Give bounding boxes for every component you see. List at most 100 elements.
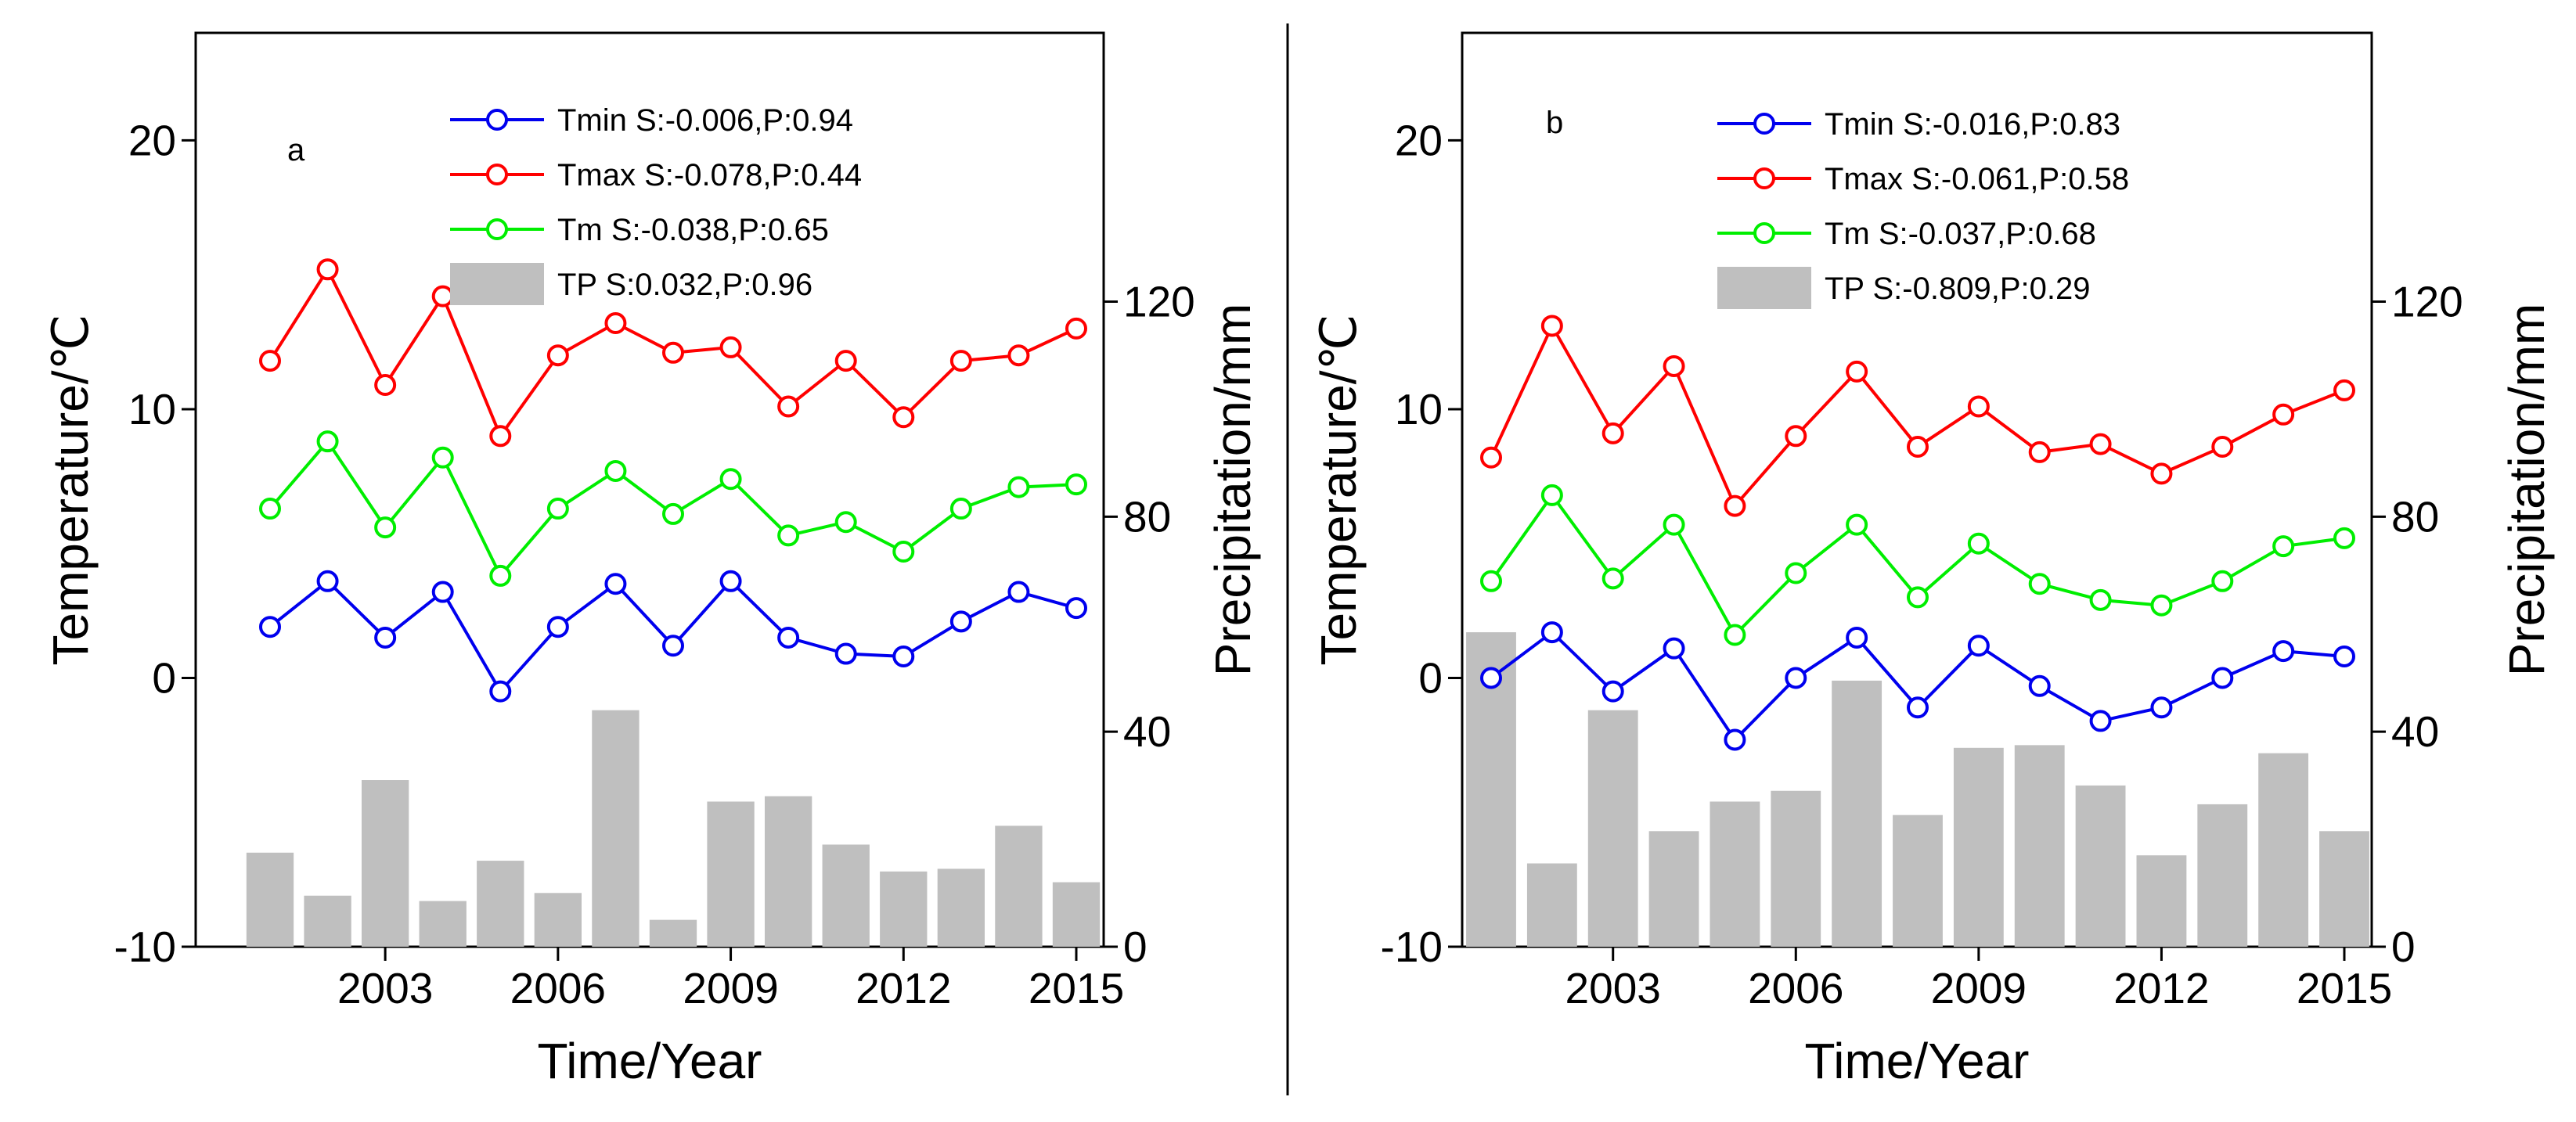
- tmax-point: [949, 350, 972, 372]
- legend-label-tp: TP S:-0.809,P:0.29: [1825, 272, 2090, 306]
- legend: Tmin S:-0.016,P:0.83 Tmax S:-0.061,P:0.58…: [1717, 107, 2129, 309]
- tp-bar: [822, 844, 870, 947]
- y-tick-label-right: 0: [2391, 922, 2416, 971]
- tmin-point: [1967, 635, 1990, 657]
- temperature-lines: [259, 258, 1087, 703]
- tmax-point: [2150, 462, 2173, 485]
- x-tick-label: 2003: [337, 964, 433, 1012]
- tp-bar: [649, 919, 697, 947]
- tm-point: [431, 446, 454, 469]
- tp-bar: [2197, 804, 2248, 947]
- tmin-point: [546, 616, 569, 638]
- tp-bar: [2319, 831, 2369, 947]
- x-tick-label: 2015: [2297, 964, 2392, 1012]
- tmax-point: [1724, 494, 1746, 517]
- tm-point: [2150, 594, 2173, 617]
- precipitation-bars: [1466, 632, 2369, 947]
- y-tick-label-right: 80: [2391, 492, 2439, 541]
- tmax-point: [1601, 422, 1624, 444]
- tmax-point: [1785, 425, 1807, 448]
- x-tick-label: 2012: [2113, 964, 2209, 1012]
- y-axis-title-left: Temperature/℃: [1310, 315, 1367, 666]
- tmin-point: [1846, 626, 1868, 649]
- y-tick-label-right: 40: [2391, 707, 2439, 756]
- y-tick-label-right: 40: [1123, 707, 1171, 756]
- tp-bar: [246, 852, 294, 947]
- legend: Tmin S:-0.006,P:0.94 Tmax S:-0.078,P:0.44…: [450, 103, 862, 305]
- tmin-point: [2089, 710, 2112, 732]
- tm-point: [2333, 527, 2355, 549]
- tm-point: [2089, 588, 2112, 611]
- tp-bar: [1832, 680, 1882, 947]
- tmin-point: [259, 616, 281, 638]
- axis-ticks: -10 0 10 20 0 40 80 120 2003 2006 2009 2012 2015: [114, 116, 1195, 1012]
- panel-b: -10 0 10 20 0 40 80 120 2003 2006 2009 2012 2015 b T…: [1310, 31, 2555, 1089]
- tmin-point: [431, 581, 454, 603]
- tm-point: [1601, 567, 1624, 590]
- tmin-point: [1601, 680, 1624, 703]
- tmin-point: [1480, 667, 1502, 689]
- legend-label-tp: TP S:0.032,P:0.96: [557, 268, 812, 302]
- tm-point: [834, 511, 857, 534]
- legend-label-tmin: Tmin S:-0.006,P:0.94: [557, 103, 853, 138]
- tm-point: [604, 459, 627, 482]
- y-axis-title-right: Precipitation/mm: [2499, 304, 2555, 677]
- tmin-point: [604, 573, 627, 595]
- tm-point: [1007, 476, 1030, 498]
- tmax-point: [1967, 395, 1990, 418]
- tp-bar: [2075, 785, 2126, 947]
- tp-bar: [592, 710, 639, 947]
- tm-point: [546, 498, 569, 520]
- tmax-point: [1540, 315, 1563, 337]
- legend-marker-tm: [486, 218, 508, 240]
- tm-point: [2272, 535, 2295, 558]
- temperature-lines: [1480, 315, 2355, 751]
- tm-point: [259, 498, 281, 520]
- tmin-point: [1724, 728, 1746, 751]
- tmin-point: [834, 642, 857, 665]
- legend-label-tmax: Tmax S:-0.078,P:0.44: [557, 158, 862, 192]
- x-tick-label: 2009: [683, 964, 778, 1012]
- tm-point: [1846, 513, 1868, 536]
- tm-point: [777, 524, 800, 547]
- tmin-point: [1785, 667, 1807, 689]
- tmin-point: [777, 626, 800, 649]
- y-tick-label-left: 20: [128, 116, 176, 164]
- legend-label-tm: Tm S:-0.038,P:0.65: [557, 213, 829, 247]
- tp-bar: [1526, 863, 1577, 947]
- tm-point: [316, 430, 339, 453]
- tmax-point: [316, 258, 339, 281]
- tmax-point: [2272, 403, 2295, 426]
- tmin-point: [1007, 581, 1030, 603]
- y-tick-label-right: 120: [2391, 278, 2463, 326]
- tmax-point: [546, 344, 569, 367]
- panel-label: b: [1546, 106, 1563, 140]
- tp-bar: [304, 895, 351, 947]
- legend-swatch-tp: [1717, 267, 1811, 309]
- legend-label-tm: Tm S:-0.037,P:0.68: [1825, 217, 2096, 251]
- tp-bar: [1953, 747, 2004, 947]
- x-tick-label: 2006: [510, 964, 606, 1012]
- tm-point: [892, 541, 915, 563]
- y-tick-label-right: 120: [1123, 278, 1195, 326]
- tp-bar: [1893, 815, 1943, 947]
- tm-point: [2028, 573, 2051, 595]
- tmin-point: [949, 610, 972, 633]
- tmax-point: [2089, 433, 2112, 455]
- y-axis-title-left: Temperature/℃: [42, 315, 99, 666]
- tmax-point: [489, 425, 512, 448]
- tmin-point: [489, 680, 512, 703]
- tmin-point: [2150, 696, 2173, 719]
- y-tick-label-left: 10: [128, 385, 176, 433]
- x-axis-title: Time/Year: [538, 1033, 762, 1089]
- tmax-point: [2333, 379, 2355, 401]
- tmax-point: [1480, 446, 1502, 469]
- axis-ticks: -10 0 10 20 0 40 80 120 2003 2006 2009 2012 2015: [1381, 116, 2463, 1012]
- tm-point: [949, 498, 972, 520]
- panel-label: a: [287, 133, 305, 167]
- tm-point: [2211, 570, 2234, 592]
- y-tick-label-right: 80: [1123, 492, 1171, 541]
- tp-bar: [419, 901, 467, 947]
- tm-point: [489, 564, 512, 587]
- tmin-point: [1065, 597, 1087, 620]
